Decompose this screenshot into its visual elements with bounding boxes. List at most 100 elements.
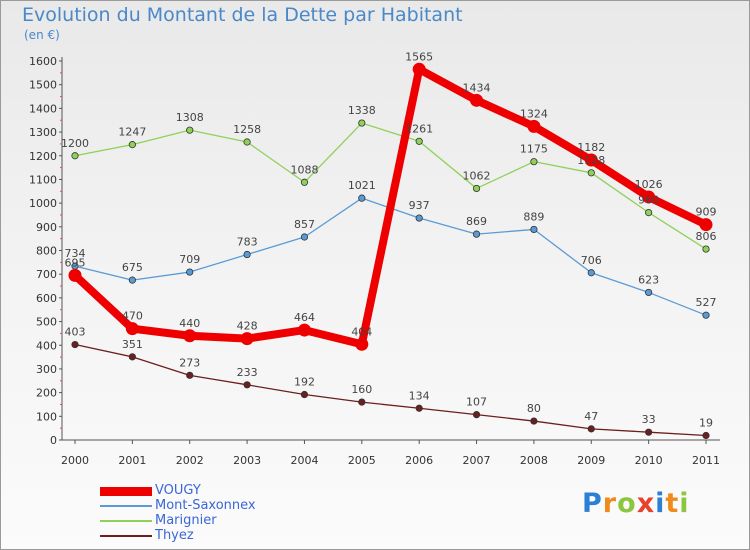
point-marignier-2005 (358, 119, 366, 127)
x-tick-label-2010: 2010 (635, 454, 663, 467)
point-thyez-2003 (243, 381, 251, 389)
data-label-mont-saxonnex-2010: 623 (638, 273, 659, 286)
x-tick-label-2008: 2008 (520, 454, 548, 467)
legend-label-thyez: Thyez (155, 528, 194, 543)
y-tick-label-400: 400 (36, 339, 57, 352)
data-label-mont-saxonnex-2008: 889 (523, 210, 544, 223)
point-marignier-2009 (587, 169, 595, 177)
y-tick-label-700: 700 (36, 268, 57, 281)
series-line-vougy (71, 65, 710, 349)
data-label-thyez-2005: 160 (351, 383, 372, 396)
point-mont-saxonnex-2004 (300, 233, 309, 241)
legend-swatch-mont-saxonnex (100, 505, 152, 507)
point-marignier-2007 (472, 184, 481, 193)
point-thyez-2002 (186, 371, 194, 379)
point-thyez-2006 (415, 404, 423, 412)
point-thyez-2009 (587, 425, 595, 433)
y-tick-label-1400: 1400 (29, 102, 57, 115)
point-mont-saxonnex-2005 (358, 194, 366, 202)
data-label-marignier-2000: 1200 (61, 137, 89, 150)
point-marignier-2002 (186, 126, 194, 134)
data-label-marignier-2003: 1258 (233, 123, 261, 136)
data-label-mont-saxonnex-2009: 706 (581, 254, 602, 267)
data-label-mont-saxonnex-2006: 937 (409, 199, 430, 212)
x-tick-label-2000: 2000 (61, 454, 89, 467)
legend-swatch-vougy (100, 487, 152, 496)
x-tick-label-2009: 2009 (577, 454, 605, 467)
point-mont-saxonnex-2009 (587, 269, 595, 277)
proxiti-logo: Proxiti (582, 488, 690, 519)
logo-letter: i (679, 488, 690, 519)
data-label-vougy-2010: 1026 (635, 178, 663, 191)
data-label-mont-saxonnex-2002: 709 (179, 253, 200, 266)
point-vougy-2006 (412, 62, 426, 76)
y-tick-label-800: 800 (36, 245, 57, 258)
point-marignier-2003 (243, 138, 251, 146)
data-label-mont-saxonnex-2005: 1021 (348, 179, 376, 192)
point-thyez-2005 (358, 398, 366, 406)
y-tick-label-100: 100 (36, 410, 57, 423)
point-thyez-2000 (71, 340, 79, 349)
data-label-vougy-2001: 470 (122, 310, 143, 323)
x-tick-label-2007: 2007 (463, 454, 491, 467)
data-label-vougy-2006: 1565 (405, 50, 433, 63)
data-label-mont-saxonnex-2001: 675 (122, 261, 143, 274)
data-label-mont-saxonnex-2003: 783 (237, 236, 258, 249)
data-label-thyez-2009: 47 (584, 410, 598, 423)
point-thyez-2004 (300, 390, 309, 399)
logo-letter: i (655, 488, 666, 519)
data-label-thyez-2002: 273 (179, 356, 200, 369)
point-vougy-2009 (584, 153, 598, 167)
y-tick-label-1100: 1100 (29, 173, 57, 186)
logo-letter: o (617, 488, 637, 519)
data-label-marignier-2008: 1175 (520, 143, 548, 156)
y-tick-label-300: 300 (36, 363, 57, 376)
chart-title: Evolution du Montant de la Dette par Hab… (22, 4, 463, 26)
point-marignier-2000 (71, 152, 79, 160)
point-mont-saxonnex-2001 (128, 276, 136, 284)
y-tick-label-1200: 1200 (29, 150, 57, 163)
data-label-marignier-2006: 1261 (405, 122, 433, 135)
point-vougy-2003 (240, 332, 254, 346)
point-vougy-2008 (527, 119, 541, 133)
data-label-vougy-2007: 1434 (463, 81, 491, 94)
data-label-vougy-2011: 909 (696, 206, 717, 219)
data-label-marignier-2007: 1062 (463, 169, 491, 182)
x-tick-label-2006: 2006 (405, 454, 433, 467)
point-vougy-2005 (355, 337, 369, 351)
point-marignier-2010 (645, 209, 653, 217)
data-label-thyez-2001: 351 (122, 338, 143, 351)
data-label-thyez-2000: 403 (65, 326, 86, 339)
point-thyez-2007 (472, 411, 481, 419)
y-tick-label-1300: 1300 (29, 126, 57, 139)
point-vougy-2001 (125, 322, 139, 336)
point-mont-saxonnex-2007 (472, 230, 481, 238)
data-label-vougy-2004: 464 (294, 311, 315, 324)
y-tick-label-1600: 1600 (29, 55, 57, 68)
x-tick-label-2005: 2005 (348, 454, 376, 467)
logo-letter: r (602, 488, 618, 519)
legend-swatch-thyez (100, 535, 152, 537)
data-label-thyez-2007: 107 (466, 396, 487, 409)
data-label-mont-saxonnex-2007: 869 (466, 215, 487, 228)
y-tick-label-200: 200 (36, 387, 57, 400)
legend-label-marignier: Marignier (155, 513, 217, 528)
y-tick-label-900: 900 (36, 221, 57, 234)
data-label-thyez-2010: 33 (642, 413, 656, 426)
data-label-thyez-2003: 233 (237, 366, 258, 379)
x-tick-label-2004: 2004 (290, 454, 318, 467)
data-label-mont-saxonnex-2011: 527 (696, 296, 717, 309)
x-tick-label-2002: 2002 (176, 454, 204, 467)
point-thyez-2008 (530, 417, 538, 425)
legend-label-mont-saxonnex: Mont-Saxonnex (155, 498, 256, 513)
y-tick-label-1000: 1000 (29, 197, 57, 210)
data-label-marignier-2001: 1247 (118, 126, 146, 139)
y-tick-label-0: 0 (50, 434, 57, 447)
data-label-vougy-2009: 1182 (577, 141, 605, 154)
logo-letter: t (665, 488, 680, 519)
point-vougy-2007 (470, 93, 484, 107)
x-tick-label-2011: 2011 (692, 454, 720, 467)
logo-letter: P (582, 488, 603, 519)
data-label-vougy-2003: 428 (237, 320, 258, 333)
